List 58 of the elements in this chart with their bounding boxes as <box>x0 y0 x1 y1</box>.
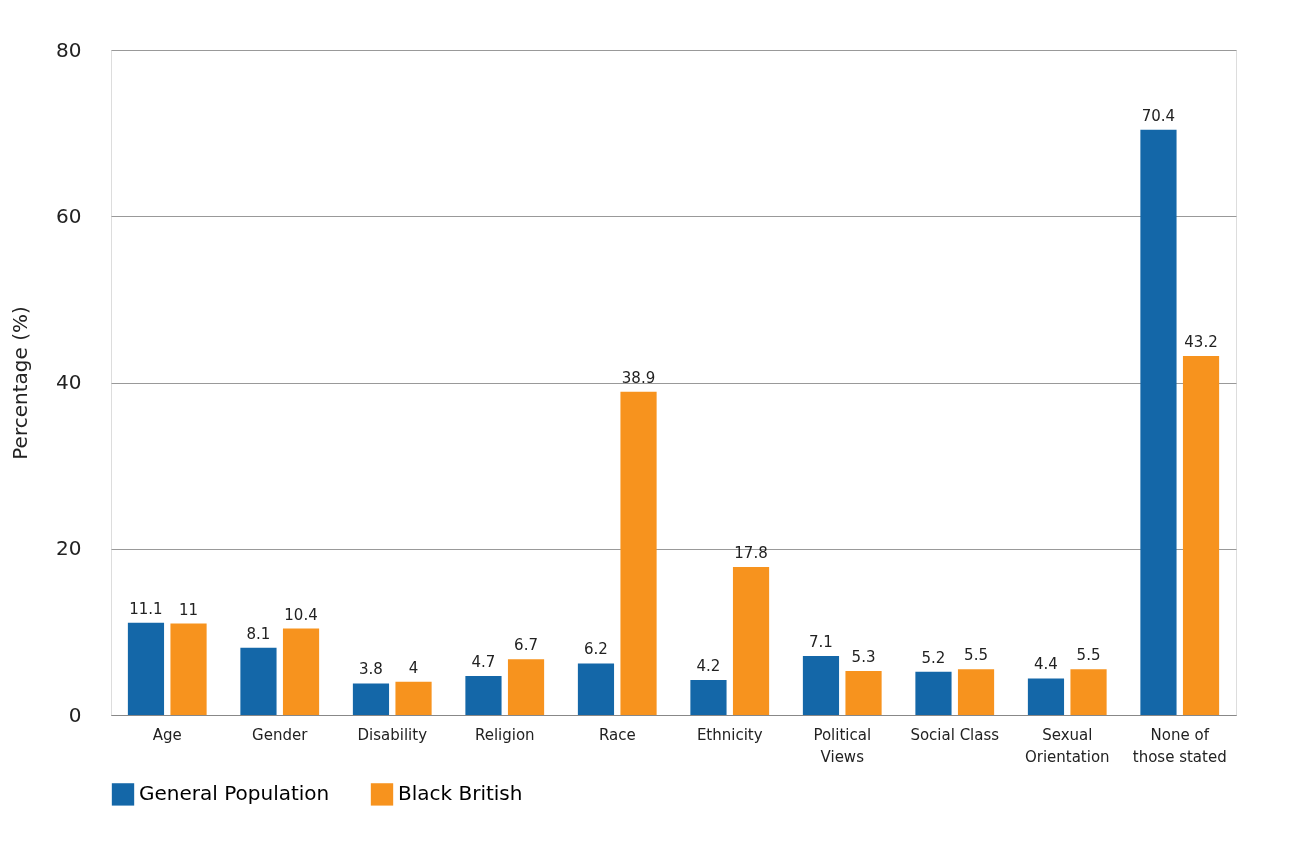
bar <box>282 628 320 715</box>
data-label: 7.1 <box>809 632 833 651</box>
bar <box>1070 669 1107 715</box>
bar <box>732 567 770 715</box>
data-label: 8.1 <box>246 624 271 643</box>
x-tick-label: Sexual Orientation <box>1024 725 1110 766</box>
y-tick-label: 20 <box>56 536 82 561</box>
bar <box>240 647 277 715</box>
data-label: 4.2 <box>696 657 721 676</box>
data-label: 6.2 <box>584 640 608 659</box>
legend-label: General Population <box>139 781 330 806</box>
bar <box>577 663 615 715</box>
bar <box>802 655 840 715</box>
data-label: 11.1 <box>129 599 163 618</box>
bar <box>352 683 390 715</box>
bar <box>915 671 952 715</box>
y-tick-label: 40 <box>56 370 82 394</box>
bar <box>395 681 432 715</box>
x-tick-label: Disability <box>357 725 428 744</box>
bar <box>957 669 995 715</box>
data-label: 11 <box>178 600 199 619</box>
bar <box>127 622 165 715</box>
x-tick-label: None of those stated <box>1132 725 1227 766</box>
data-label: 6.7 <box>514 636 538 655</box>
x-tick-label: Age <box>152 725 182 744</box>
bar <box>620 391 657 715</box>
data-label: 4 <box>408 658 419 677</box>
bar <box>845 670 882 715</box>
data-label: 5.5 <box>964 646 988 665</box>
y-tick-label: 80 <box>56 37 82 62</box>
data-label: 38.9 <box>621 368 656 387</box>
y-axis-title: Percentage (%) <box>8 306 33 460</box>
data-label: 10.4 <box>284 605 318 624</box>
legend-label: Black British <box>398 781 523 806</box>
data-label: 5.5 <box>1076 646 1101 665</box>
x-tick-label: Political Views <box>813 725 872 766</box>
bar <box>170 623 207 715</box>
bar <box>465 675 502 715</box>
x-tick-label: Gender <box>252 725 309 744</box>
bar <box>507 659 545 715</box>
data-label: 5.2 <box>921 648 946 667</box>
y-tick-label: 0 <box>68 702 82 727</box>
x-tick-label: Ethnicity <box>696 725 763 744</box>
data-label: 5.3 <box>851 647 876 666</box>
bar <box>1027 678 1065 715</box>
x-tick-label: Social Class <box>910 725 1000 744</box>
data-label: 4.4 <box>1034 655 1058 674</box>
data-label: 17.8 <box>734 544 768 563</box>
y-tick-label: 60 <box>56 203 82 228</box>
data-label: 3.8 <box>359 660 383 679</box>
x-tick-label: Race <box>598 725 636 744</box>
bar <box>1140 129 1177 715</box>
bar <box>690 680 727 715</box>
data-label: 43.2 <box>1184 332 1218 351</box>
data-label: 4.7 <box>471 652 496 671</box>
data-label: 70.4 <box>1141 106 1176 125</box>
bar <box>1182 355 1220 715</box>
x-tick-label: Religion <box>474 725 535 744</box>
